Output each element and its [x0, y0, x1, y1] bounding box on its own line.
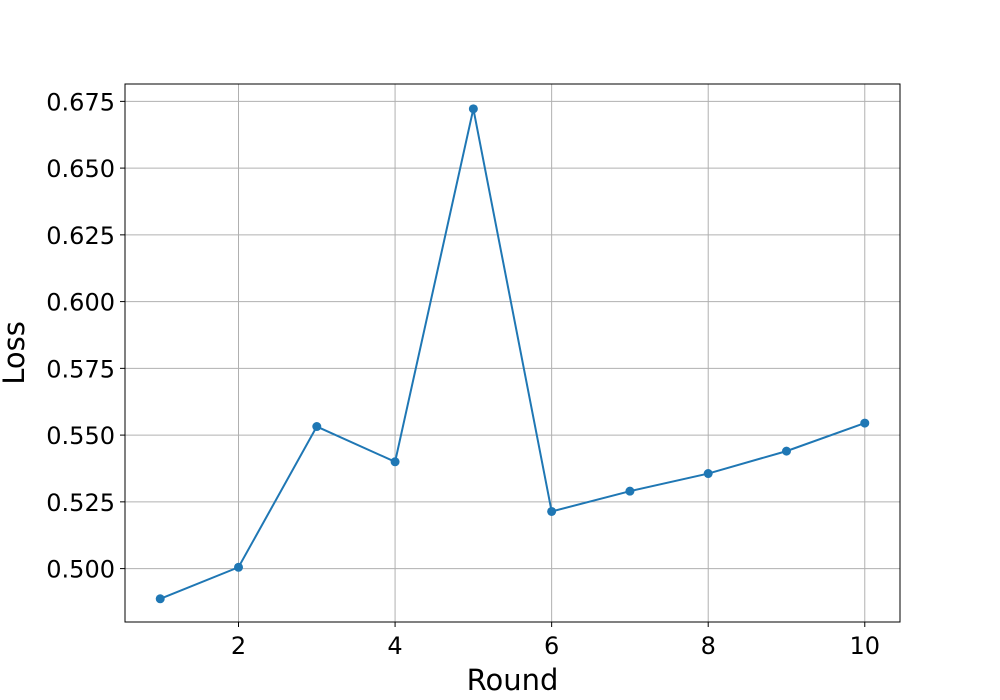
data-point	[468, 104, 478, 114]
x-tick-label: 6	[544, 632, 559, 660]
y-tick-label: 0.675	[46, 88, 115, 116]
y-tick-label: 0.550	[46, 422, 115, 450]
data-point	[155, 594, 165, 604]
x-axis-label: Round	[467, 663, 559, 697]
x-tick-label: 10	[849, 632, 880, 660]
y-axis-label: Loss	[0, 321, 31, 385]
x-tick-label: 8	[701, 632, 716, 660]
plot-frame	[124, 83, 901, 623]
y-tick-label: 0.600	[46, 289, 115, 317]
data-point	[860, 418, 870, 428]
x-tick-label: 2	[231, 632, 246, 660]
series-layer	[155, 104, 870, 604]
x-tick-label: 4	[387, 632, 402, 660]
y-tick-label: 0.575	[46, 355, 115, 383]
data-point	[703, 469, 713, 479]
data-point	[312, 422, 322, 432]
data-point	[781, 446, 791, 456]
data-point	[547, 506, 557, 516]
y-tick-label: 0.650	[46, 155, 115, 183]
ticks: 2 4 6 8 10 0.500 0.525 0.550 0.575 0.600 0.625 0.65…	[46, 88, 880, 660]
grid	[125, 84, 900, 622]
y-tick-label: 0.500	[46, 556, 115, 584]
y-tick-label: 0.525	[46, 489, 115, 517]
data-point	[234, 562, 244, 572]
data-point	[390, 457, 400, 467]
loss-series-line	[159, 108, 866, 600]
data-point	[625, 486, 635, 496]
y-tick-label: 0.625	[46, 222, 115, 250]
